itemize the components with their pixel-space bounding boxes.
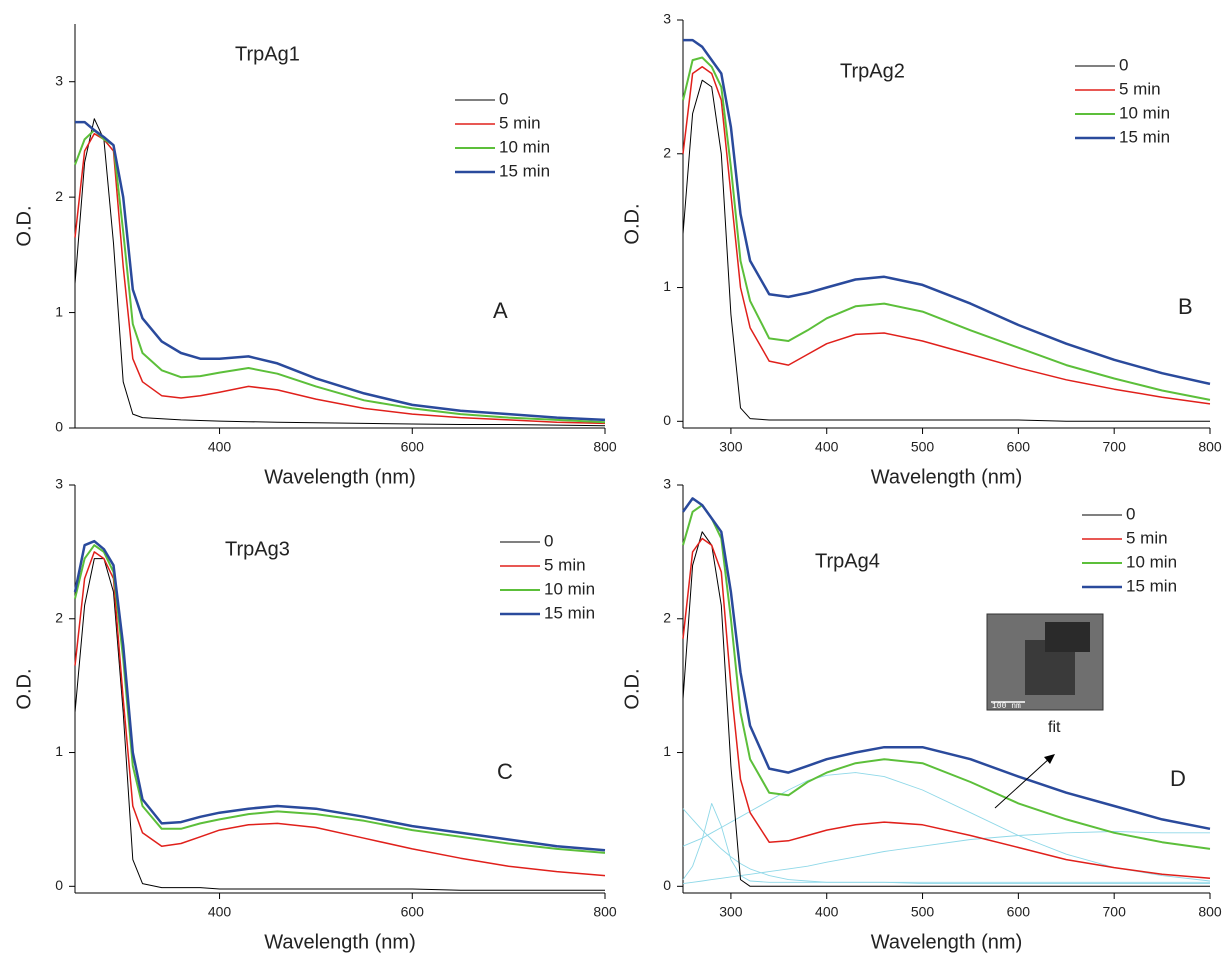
x-tick-label: 800 [1198,439,1222,455]
legend-label: 10 min [1126,552,1177,571]
inset-scale-label: 100 nm [992,702,1021,711]
x-tick-label: 600 [401,439,425,455]
x-tick-label: 700 [1103,439,1127,455]
panel-title: TrpAg1 [235,43,300,65]
series-line [682,808,1210,885]
legend-label: 5 min [1119,79,1161,98]
y-tick-label: 1 [55,303,63,319]
legend-label: 0 [544,531,553,550]
y-tick-label: 2 [55,609,63,625]
x-tick-label: 700 [1103,904,1127,920]
series-line [683,38,1211,386]
legend-label: 15 min [1119,127,1170,146]
y-axis-label: O.D. [621,668,643,709]
y-axis-label: O.D. [13,668,35,709]
legend-label: 10 min [1119,103,1170,122]
x-tick-label: 500 [911,904,935,920]
series-line [682,772,1211,882]
y-tick-label: 0 [663,412,671,428]
y-tick-label: 1 [55,743,63,759]
annotation-arrow [994,757,1051,809]
panel: 0 1 2 3 300 400 500 600 700 800 Wavelength (nm) O.D… [621,476,1222,954]
y-tick-label: 0 [55,877,63,893]
x-tick-label: 300 [719,904,743,920]
x-tick-label: 800 [1198,904,1222,920]
y-tick-label: 3 [663,11,671,27]
series-line [75,120,606,422]
y-axis-label: O.D. [621,203,643,244]
series-line [74,551,606,877]
y-tick-label: 0 [663,877,671,893]
legend-label: 0 [1119,55,1128,74]
legend-label: 15 min [1126,576,1177,595]
legend-label: 15 min [544,603,595,622]
legend-label: 10 min [544,579,595,598]
series-line [682,531,1210,887]
panel-title: TrpAg2 [840,60,905,82]
series-line [682,66,1211,405]
y-tick-label: 2 [663,144,671,160]
panel: 0 1 2 3 300 400 500 600 700 800 Wavelength (nm) O.D… [621,11,1222,489]
x-tick-label: 800 [593,904,617,920]
legend-label: 0 [1126,504,1135,523]
x-tick-label: 600 [1007,439,1031,455]
x-tick-label: 800 [593,439,617,455]
y-axis-label: O.D. [13,205,35,246]
y-tick-label: 1 [663,743,671,759]
legend-label: 10 min [499,137,550,156]
x-tick-label: 600 [1007,904,1031,920]
x-axis-label: Wavelength (nm) [264,466,416,488]
series-line [73,539,606,852]
y-tick-label: 2 [663,609,671,625]
series-line [682,56,1211,401]
arrow-head [1044,754,1055,764]
y-tick-label: 0 [55,419,63,435]
series-line [74,118,606,427]
x-axis-label: Wavelength (nm) [871,931,1023,953]
y-tick-label: 3 [55,476,63,492]
series-line [74,132,606,425]
panel-letter: B [1178,294,1193,319]
panel-letter: D [1170,766,1186,791]
series-line [681,497,1211,831]
x-axis-label: Wavelength (nm) [264,931,416,953]
inset-particle [1045,622,1090,652]
panel: 0 1 2 3 400 600 800 Wavelength (nm) O.D. TrpAg3 C 0… [13,476,617,954]
y-tick-label: 3 [55,72,63,88]
series-line [682,537,1211,880]
legend-label: 15 min [499,161,550,180]
y-tick-label: 2 [55,188,63,204]
panel: 0 1 2 3 400 600 800 Wavelength (nm) O.D. TrpAg1 A 0… [13,24,617,488]
panel-title: TrpAg3 [225,538,290,560]
series-line [74,558,605,891]
panel-title: TrpAg4 [815,550,880,572]
panel-letter: C [497,759,513,784]
x-tick-label: 600 [401,904,425,920]
legend-label: 5 min [544,555,586,574]
series-line [74,544,606,854]
x-axis-label: Wavelength (nm) [871,466,1023,488]
series-line [682,504,1211,850]
x-tick-label: 400 [815,904,839,920]
series-line [682,831,1210,885]
x-tick-label: 300 [719,439,743,455]
x-tick-label: 400 [208,904,232,920]
y-tick-label: 1 [663,278,671,294]
x-tick-label: 400 [815,439,839,455]
annotation: fit [1048,719,1061,736]
x-tick-label: 500 [911,439,935,455]
legend-label: 0 [499,89,508,108]
panel-letter: A [493,298,508,323]
legend-label: 5 min [1126,528,1168,547]
y-tick-label: 3 [663,476,671,492]
series-line [682,802,1210,883]
legend-label: 5 min [499,113,541,132]
series-line [682,79,1210,422]
x-tick-label: 400 [208,439,232,455]
